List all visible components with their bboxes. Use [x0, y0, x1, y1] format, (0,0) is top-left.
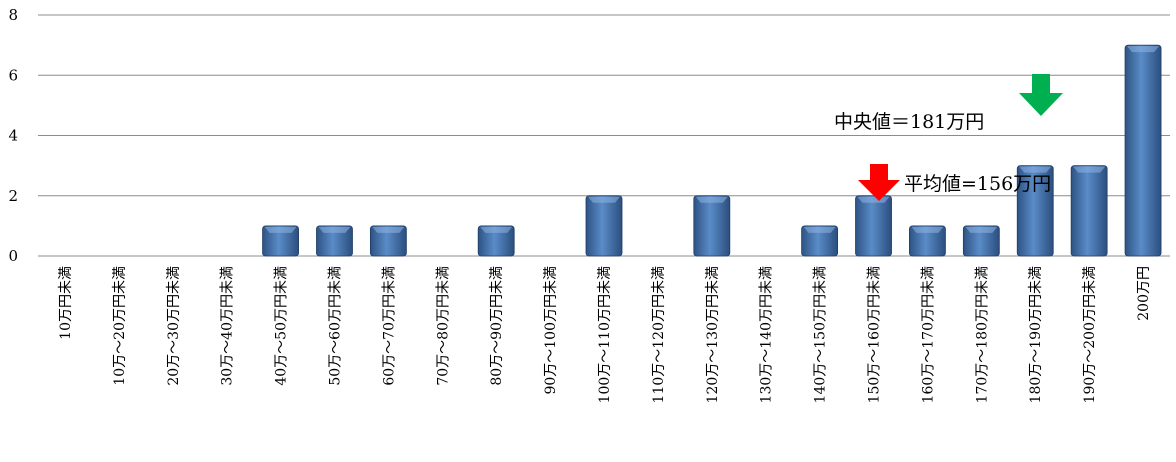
bar — [1016, 165, 1054, 257]
category-label: 50万〜60万円未満 — [327, 266, 343, 386]
bar — [855, 195, 892, 257]
bar-bevel — [264, 226, 297, 233]
y-tick-label: 4 — [8, 127, 18, 145]
category-label: 180万〜190万円未満 — [1028, 266, 1044, 403]
median-label: 中央値＝181万円 — [834, 111, 984, 133]
category-label: 190万〜200万円未満 — [1082, 266, 1098, 403]
category-label: 150万〜160万円未満 — [867, 266, 883, 403]
category-label: 140万〜150万円未満 — [813, 266, 829, 403]
category-label: 40万〜50万円未満 — [274, 266, 290, 386]
bar — [801, 225, 839, 257]
y-tick-label: 0 — [8, 247, 18, 265]
category-label: 100万〜110万円未満 — [597, 266, 613, 403]
bar-bevel — [803, 226, 836, 233]
bar — [962, 225, 1000, 257]
bar — [477, 225, 515, 257]
category-label: 80万〜90万円未満 — [489, 266, 505, 386]
category-label: 110万〜120万円未満 — [651, 266, 667, 403]
bar — [1070, 165, 1108, 257]
bar — [262, 225, 299, 257]
category-label: 20万〜30万円未満 — [166, 266, 182, 386]
category-label: 170万〜180万円未満 — [974, 266, 990, 403]
category-label: 200万円 — [1136, 266, 1152, 321]
bar-bevel — [1019, 166, 1052, 173]
bars — [262, 44, 1162, 257]
category-label: 10万〜20万円未満 — [112, 266, 128, 386]
mean-arrow-icon — [858, 164, 900, 201]
bar — [316, 225, 353, 257]
bar — [585, 195, 623, 257]
bar-bevel — [1073, 166, 1106, 173]
bar — [369, 225, 407, 257]
bar-bevel — [965, 226, 998, 233]
y-tick-label: 8 — [8, 6, 18, 24]
bar — [1124, 44, 1162, 257]
bar-bevel — [480, 226, 513, 233]
category-label: 160万〜170万円未満 — [920, 266, 936, 403]
category-label: 60万〜70万円未満 — [381, 266, 397, 386]
bar — [909, 225, 946, 257]
category-label: 130万〜140万円未満 — [759, 266, 775, 403]
y-tick-label: 2 — [8, 187, 18, 205]
bar-bevel — [1127, 46, 1160, 53]
bar-bevel — [588, 196, 620, 203]
bar-bevel — [911, 226, 944, 233]
bar-bevel — [318, 226, 351, 233]
category-label: 90万〜100万円未満 — [543, 266, 559, 395]
bar — [693, 195, 731, 257]
y-axis-ticks: 0 2 4 6 8 — [8, 6, 18, 265]
bar-bevel — [372, 226, 405, 233]
annotations: 中央値＝181万円 平均値=156万円 — [834, 74, 1063, 201]
category-label: 70万〜80万円未満 — [435, 266, 451, 386]
bar-bevel — [695, 196, 728, 203]
median-arrow-icon — [1019, 74, 1063, 116]
category-label: 120万〜130万円未満 — [705, 266, 721, 403]
mean-label: 平均値=156万円 — [904, 173, 1051, 195]
category-labels: 10万円未満 10万〜20万円未満 20万〜30万円未満 30万〜40万円未満 40万〜… — [58, 266, 1152, 403]
y-tick-label: 6 — [8, 66, 18, 84]
bar-bevel — [857, 196, 890, 203]
category-label: 10万円未満 — [58, 266, 74, 340]
category-label: 30万〜40万円未満 — [220, 266, 236, 386]
